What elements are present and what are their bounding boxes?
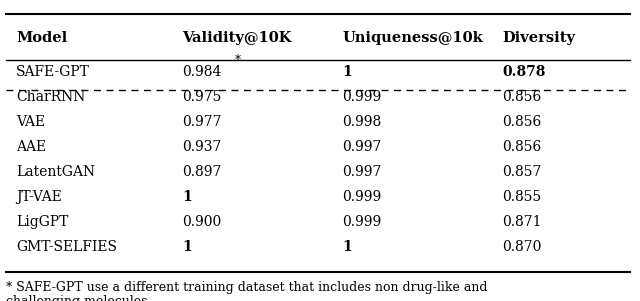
Text: 1: 1 — [182, 240, 192, 254]
Text: 0.856: 0.856 — [502, 115, 541, 129]
Text: 0.997: 0.997 — [342, 165, 382, 179]
Text: CharRNN: CharRNN — [16, 90, 85, 104]
Text: 1: 1 — [342, 240, 352, 254]
Text: 0.900: 0.900 — [182, 215, 221, 229]
Text: 0.871: 0.871 — [502, 215, 542, 229]
Text: 0.999: 0.999 — [342, 215, 381, 229]
Text: Model: Model — [16, 31, 67, 45]
Text: 0.855: 0.855 — [502, 190, 541, 204]
Text: 0.878: 0.878 — [502, 65, 546, 79]
Text: JT-VAE: JT-VAE — [16, 190, 62, 204]
Text: Uniqueness@10k: Uniqueness@10k — [342, 31, 483, 45]
Text: LatentGAN: LatentGAN — [16, 165, 95, 179]
Text: SAFE-GPT: SAFE-GPT — [16, 65, 90, 79]
Text: * SAFE-GPT use a different training dataset that includes non drug-like and: * SAFE-GPT use a different training data… — [6, 281, 488, 294]
Text: GMT-SELFIES: GMT-SELFIES — [16, 240, 117, 254]
Text: 0.977: 0.977 — [182, 115, 222, 129]
Text: Validity@10K: Validity@10K — [182, 31, 292, 45]
Text: 0.870: 0.870 — [502, 240, 542, 254]
Text: 0.999: 0.999 — [342, 90, 381, 104]
Text: 0.998: 0.998 — [342, 115, 381, 129]
Text: *: * — [235, 54, 241, 67]
Text: LigGPT: LigGPT — [16, 215, 68, 229]
Text: 0.897: 0.897 — [182, 165, 222, 179]
Text: 0.856: 0.856 — [502, 90, 541, 104]
Text: 0.856: 0.856 — [502, 140, 541, 154]
Text: 1: 1 — [342, 65, 352, 79]
Text: Diversity: Diversity — [502, 31, 575, 45]
Text: 1: 1 — [182, 190, 192, 204]
Text: 0.857: 0.857 — [502, 165, 542, 179]
Text: 0.975: 0.975 — [182, 90, 222, 104]
Text: 0.984: 0.984 — [182, 65, 222, 79]
Text: 0.997: 0.997 — [342, 140, 382, 154]
Text: challenging molecules.: challenging molecules. — [6, 295, 152, 301]
Text: 0.937: 0.937 — [182, 140, 222, 154]
Text: VAE: VAE — [16, 115, 45, 129]
Text: 0.999: 0.999 — [342, 190, 381, 204]
Text: AAE: AAE — [16, 140, 46, 154]
